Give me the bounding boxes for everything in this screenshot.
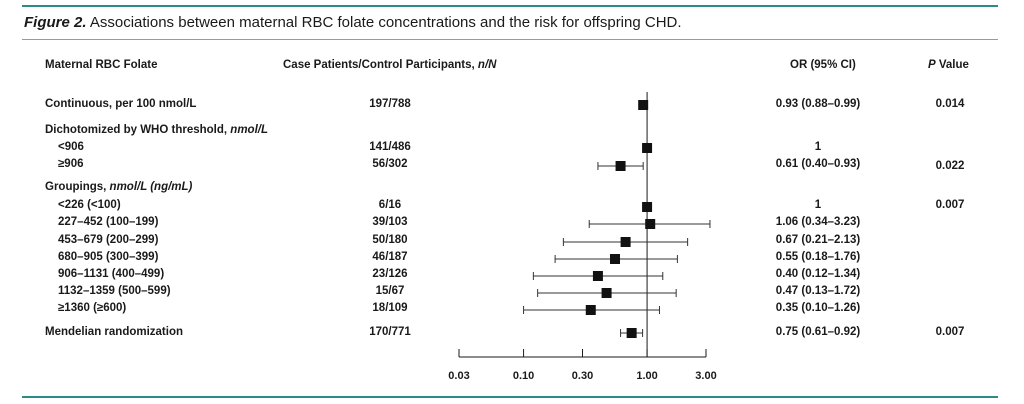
row-label: 906–1131 (400–499) [58, 268, 165, 280]
row-count: 50/180 [372, 234, 408, 246]
caption-rule [22, 39, 998, 40]
point-estimate [642, 202, 653, 212]
point-estimate [585, 305, 596, 315]
group-header-unit: nmol/L (ng/mL) [109, 181, 193, 193]
group-header-unit: nmol/L [230, 124, 268, 136]
point-estimate [620, 237, 631, 247]
header-p: P Value [928, 59, 969, 71]
header-p-rest: Value [935, 59, 969, 71]
caption-text: Associations between maternal RBC folate… [86, 14, 682, 31]
caption-lead: Figure 2. [24, 14, 87, 31]
row-or: 1.06 (0.34–3.23) [775, 216, 861, 228]
row-p-value: 0.007 [935, 326, 965, 338]
x-axis-tick-label: 1.00 [636, 370, 657, 382]
row-or: 0.35 (0.10–1.26) [775, 302, 861, 314]
point-estimate [645, 219, 656, 229]
header-count-text: Case Patients/Control Participants, [283, 59, 475, 71]
x-axis-tick-label: 0.30 [572, 370, 593, 382]
row-p-value: 0.022 [935, 160, 965, 172]
group-header-text: Dichotomized by WHO threshold, [45, 124, 228, 136]
group-header-who: Dichotomized by WHO threshold, nmol/L [45, 124, 268, 136]
row-or: 0.47 (0.13–1.72) [775, 285, 861, 297]
x-axis-tick-label: 0.03 [448, 370, 469, 382]
row-or: 0.75 (0.61–0.92) [775, 326, 861, 338]
header-p-italic: P [928, 59, 936, 71]
row-label: 453–679 (200–299) [58, 234, 159, 246]
point-estimate [610, 254, 621, 264]
row-count: 170/771 [369, 326, 411, 338]
row-count: 23/126 [372, 268, 408, 280]
row-or: 0.55 (0.18–1.76) [775, 251, 861, 263]
row-or: 0.93 (0.88–0.99) [775, 98, 861, 110]
row-count: 197/788 [369, 98, 411, 110]
header-or: OR (95% CI) [790, 59, 856, 71]
row-or: 1 [814, 141, 822, 153]
row-p-value: 0.014 [935, 98, 965, 110]
x-axis-tick-label: 0.10 [513, 370, 534, 382]
header-count-unit: n/N [477, 59, 497, 71]
row-label: <906 [58, 141, 84, 153]
row-label: <226 (<100) [58, 199, 121, 211]
point-estimate [601, 288, 612, 298]
row-p-value: 0.007 [935, 199, 965, 211]
group-header-text: Groupings, [45, 181, 107, 193]
point-estimate [638, 100, 649, 110]
row-or: 0.67 (0.21–2.13) [775, 234, 861, 246]
row-count: 18/109 [372, 302, 408, 314]
point-estimate [642, 143, 653, 153]
point-estimate [592, 271, 603, 281]
group-header-groupings: Groupings, nmol/L (ng/mL) [45, 181, 192, 193]
row-count: 56/302 [372, 158, 408, 170]
row-count: 46/187 [372, 251, 408, 263]
bottom-rule [22, 396, 998, 398]
row-label: ≥906 [58, 158, 84, 170]
x-axis-tick-label: 3.00 [695, 370, 716, 382]
figure-caption: Figure 2. Associations between maternal … [24, 14, 682, 31]
row-or: 0.61 (0.40–0.93) [775, 158, 861, 170]
row-count: 141/486 [369, 141, 411, 153]
row-or: 1 [814, 199, 822, 211]
row-label: 227–452 (100–199) [58, 216, 159, 228]
row-label: Continuous, per 100 nmol/L [45, 98, 197, 110]
row-count: 15/67 [375, 285, 405, 297]
top-rule [22, 5, 998, 7]
row-label: 1132–1359 (500–599) [58, 285, 171, 297]
point-estimate [615, 161, 626, 171]
row-label: 680–905 (300–399) [58, 251, 159, 263]
row-count: 39/103 [372, 216, 408, 228]
row-label: Mendelian randomization [45, 326, 184, 338]
row-or: 0.40 (0.12–1.34) [775, 268, 861, 280]
row-count: 6/16 [378, 199, 402, 211]
row-label: ≥1360 (≥600) [58, 302, 127, 314]
header-count: Case Patients/Control Participants, n/N [283, 59, 496, 71]
header-label: Maternal RBC Folate [45, 59, 158, 71]
point-estimate [626, 328, 637, 338]
